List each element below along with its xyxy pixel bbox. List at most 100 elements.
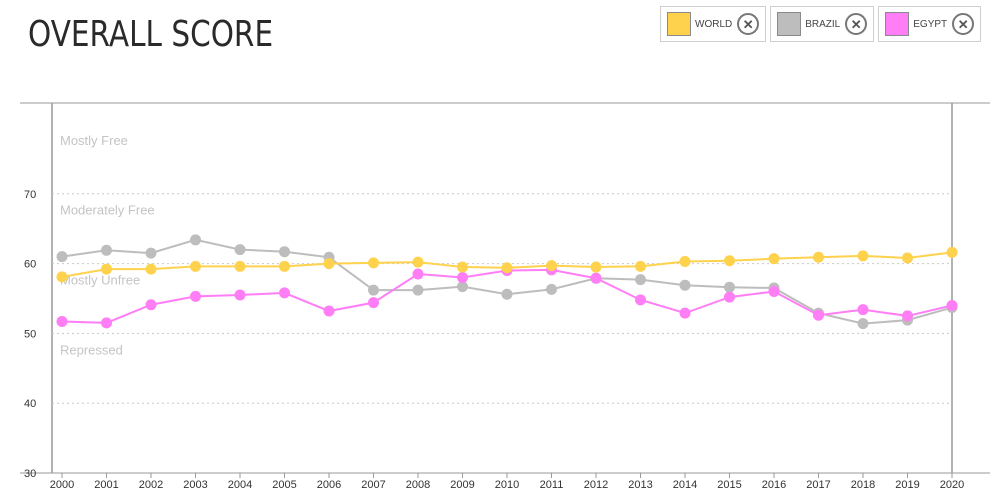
data-point-egypt <box>768 285 780 297</box>
data-point-world <box>368 257 379 269</box>
x-tick-label: 2008 <box>406 479 430 491</box>
data-point-brazil <box>635 274 646 286</box>
x-tick-label: 2006 <box>317 479 341 491</box>
data-point-brazil <box>101 244 112 256</box>
data-point-world <box>101 263 112 275</box>
legend-label-brazil: BRAZIL <box>805 18 841 30</box>
x-tick-label: 2019 <box>895 479 919 491</box>
zone-label: Repressed <box>60 342 123 357</box>
data-point-egypt <box>857 304 869 316</box>
data-point-world <box>813 251 824 263</box>
legend-swatch-brazil <box>777 12 802 36</box>
x-tick-label: 2018 <box>851 479 875 491</box>
y-tick-label: 40 <box>24 398 36 410</box>
data-point-egypt <box>590 272 602 284</box>
data-point-egypt <box>234 289 246 301</box>
data-point-egypt <box>368 297 379 309</box>
data-point-brazil <box>457 281 468 293</box>
legend: WORLD ✕ BRAZIL ✕ EGYPT ✕ <box>660 6 982 42</box>
x-tick-label: 2017 <box>806 479 830 491</box>
data-point-brazil <box>145 247 157 259</box>
zone-label: Moderately Free <box>60 203 155 218</box>
data-point-world <box>768 253 780 265</box>
data-point-egypt <box>412 268 424 280</box>
zone-label: Mostly Free <box>60 133 128 148</box>
x-tick-label: 2010 <box>495 479 519 491</box>
data-point-world <box>635 260 646 272</box>
data-point-egypt <box>813 309 824 321</box>
data-point-world <box>857 250 869 262</box>
data-point-brazil <box>857 318 869 330</box>
data-point-world <box>145 263 157 275</box>
data-point-egypt <box>145 299 157 311</box>
x-tick-label: 2009 <box>450 479 474 491</box>
x-tick-label: 2004 <box>228 479 252 491</box>
data-point-brazil <box>679 279 691 291</box>
data-point-world <box>946 246 958 258</box>
data-point-egypt <box>101 317 112 329</box>
close-circle-icon[interactable]: ✕ <box>737 13 760 35</box>
x-tick-label: 2007 <box>361 479 385 491</box>
data-point-world <box>323 258 335 270</box>
data-point-egypt <box>56 316 68 328</box>
data-point-brazil <box>368 284 379 296</box>
data-point-brazil <box>412 284 424 296</box>
legend-item-world[interactable]: WORLD ✕ <box>660 6 767 42</box>
x-tick-label: 2000 <box>50 479 74 491</box>
y-tick-label: 60 <box>24 259 36 271</box>
data-point-egypt <box>635 294 646 306</box>
data-point-world <box>457 261 468 273</box>
y-tick-label: 30 <box>24 468 36 480</box>
data-point-world <box>56 271 68 283</box>
data-point-egypt <box>679 307 691 319</box>
data-point-egypt <box>902 310 913 322</box>
x-tick-label: 2003 <box>183 479 207 491</box>
data-point-brazil <box>546 283 557 295</box>
x-tick-label: 2015 <box>717 479 741 491</box>
data-point-world <box>501 262 513 274</box>
legend-item-brazil[interactable]: BRAZIL ✕ <box>770 6 875 42</box>
data-point-world <box>902 252 913 264</box>
data-point-world <box>412 256 424 268</box>
zone-label: Mostly Unfree <box>60 273 140 288</box>
y-tick-label: 70 <box>24 189 36 201</box>
x-tick-label: 2005 <box>272 479 296 491</box>
x-tick-label: 2020 <box>940 479 964 491</box>
close-circle-icon[interactable]: ✕ <box>952 13 975 35</box>
data-point-egypt <box>323 305 335 317</box>
x-tick-label: 2001 <box>94 479 118 491</box>
data-point-brazil <box>234 244 246 256</box>
x-tick-label: 2002 <box>139 479 163 491</box>
data-point-brazil <box>56 251 68 263</box>
page-title: OVERALL SCORE <box>28 14 274 55</box>
data-point-egypt <box>457 272 468 284</box>
legend-label-world: WORLD <box>695 18 733 30</box>
data-point-brazil <box>190 234 201 246</box>
legend-item-egypt[interactable]: EGYPT ✕ <box>878 6 982 42</box>
close-circle-icon[interactable]: ✕ <box>845 13 868 35</box>
data-point-world <box>590 261 602 273</box>
legend-label-egypt: EGYPT <box>913 18 948 30</box>
data-point-world <box>234 260 246 272</box>
data-point-world <box>724 255 735 267</box>
x-tick-label: 2012 <box>584 479 608 491</box>
data-point-egypt <box>724 291 735 303</box>
data-point-brazil <box>501 288 513 300</box>
data-point-world <box>279 260 290 272</box>
x-tick-label: 2013 <box>628 479 652 491</box>
data-point-brazil <box>279 246 290 258</box>
data-point-egypt <box>279 287 290 299</box>
data-point-brazil <box>724 281 735 293</box>
x-tick-label: 2014 <box>673 479 697 491</box>
data-point-world <box>679 255 691 267</box>
data-point-egypt <box>190 290 201 302</box>
y-tick-label: 50 <box>24 328 36 340</box>
data-point-egypt <box>946 299 958 311</box>
legend-swatch-world <box>667 12 691 36</box>
data-point-world <box>190 260 201 272</box>
x-tick-label: 2011 <box>540 479 564 491</box>
legend-swatch-egypt <box>885 12 910 36</box>
x-tick-label: 2016 <box>762 479 786 491</box>
data-point-world <box>546 260 557 272</box>
